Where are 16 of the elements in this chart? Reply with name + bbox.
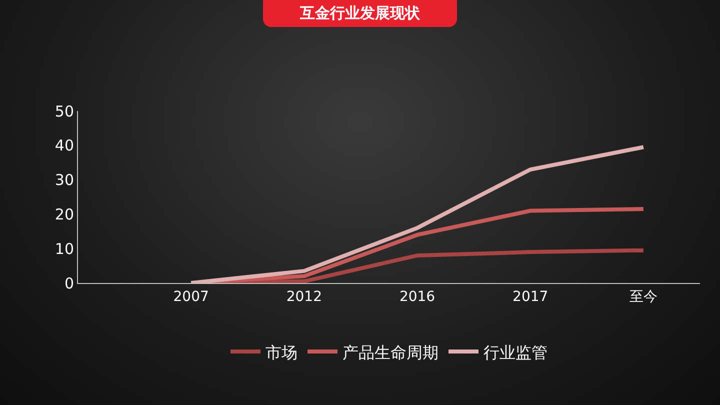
chart-title: 互金行业发展现状 xyxy=(263,0,457,27)
y-tick-label: 20 xyxy=(54,205,74,224)
y-tick-label: 30 xyxy=(54,171,74,190)
x-tick-label: 2007 xyxy=(173,288,209,305)
line-series xyxy=(189,145,646,283)
y-tick-label: 10 xyxy=(54,240,74,258)
y-tick-label: 40 xyxy=(54,136,74,155)
x-tick-label: 2016 xyxy=(399,288,436,305)
x-tick-label: 至今 xyxy=(629,288,658,305)
x-tick-label: 2017 xyxy=(512,288,548,305)
legend-label: 产品生命周期 xyxy=(342,342,438,362)
x-tick-label: 2012 xyxy=(286,288,322,305)
y-tick-label: 0 xyxy=(64,274,74,292)
legend-label: 行业监管 xyxy=(484,342,548,362)
y-tick-label: 50 xyxy=(54,102,74,120)
legend-label: 市场 xyxy=(266,342,298,362)
